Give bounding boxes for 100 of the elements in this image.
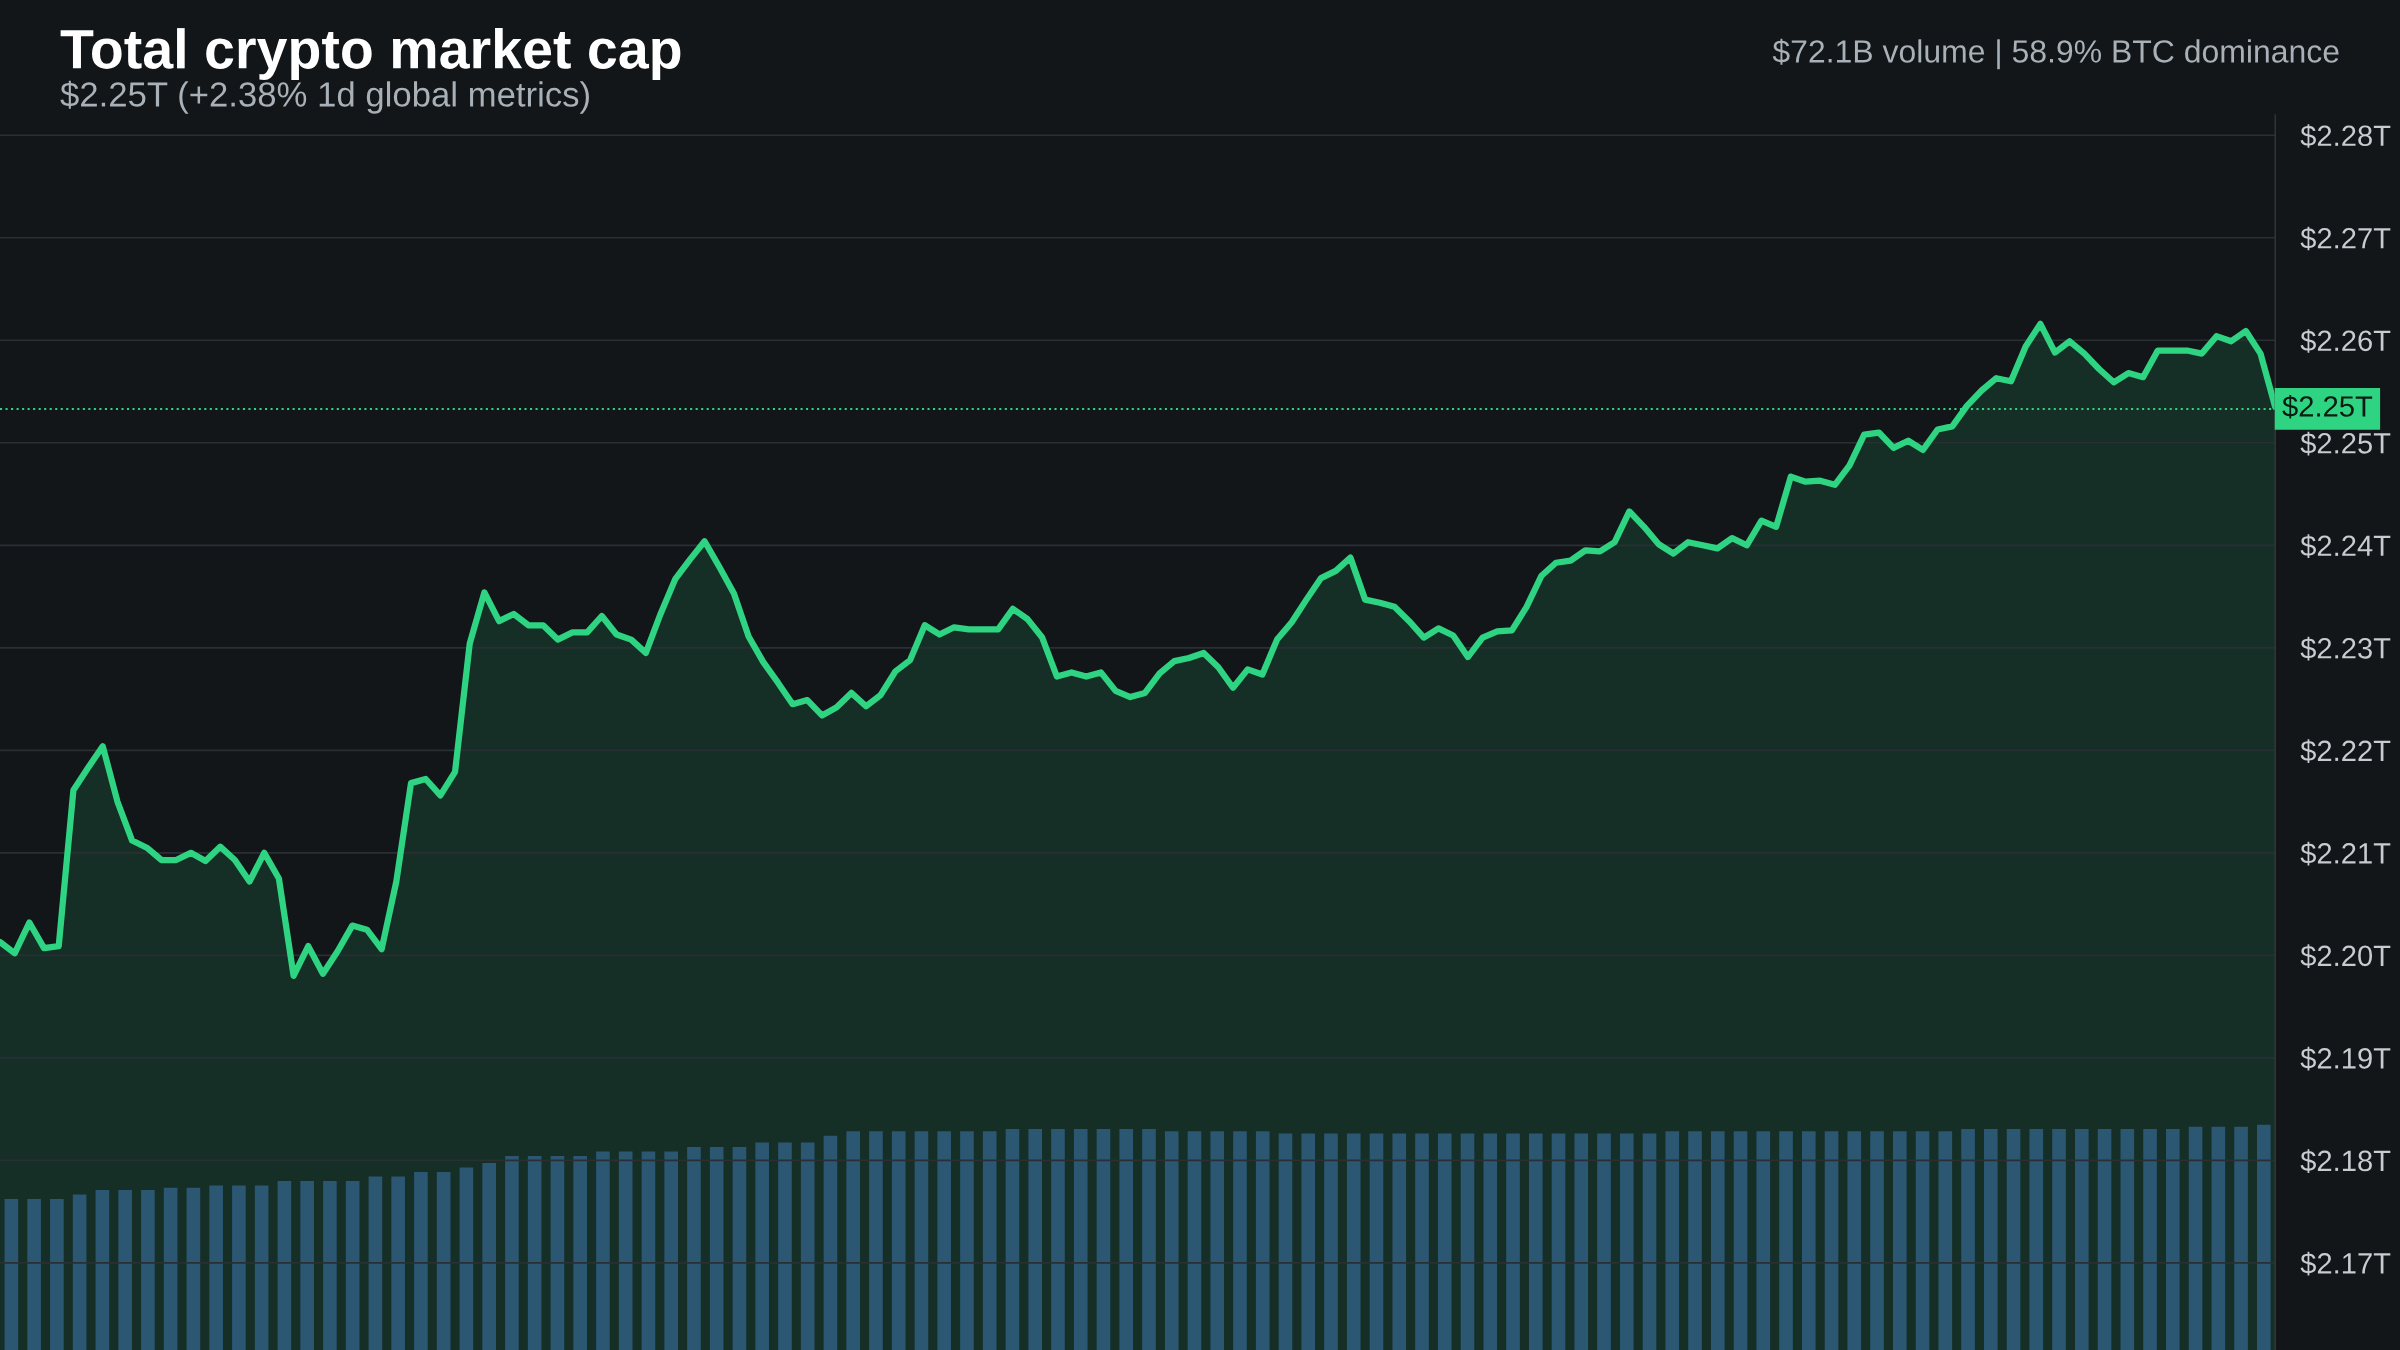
bar [1119, 1129, 1134, 1350]
bar [1187, 1131, 1202, 1350]
bar [823, 1135, 838, 1350]
bar [1324, 1133, 1338, 1350]
bar [1688, 1131, 1702, 1350]
bar [527, 1156, 542, 1350]
bar [1870, 1131, 1884, 1350]
bar [4, 1198, 19, 1350]
bar [1096, 1129, 1111, 1350]
bar [1392, 1133, 1407, 1350]
bar [1665, 1131, 1680, 1350]
bar [1824, 1131, 1839, 1350]
bar [982, 1131, 997, 1350]
bar [573, 1156, 587, 1350]
bar [1619, 1133, 1634, 1350]
chart-subtitle: $2.25T (+2.38% 1d global metrics) [60, 80, 589, 114]
bar [1528, 1133, 1543, 1350]
bar [800, 1142, 815, 1350]
bar [459, 1167, 474, 1350]
bar [1369, 1133, 1384, 1350]
bar [1915, 1131, 1930, 1350]
bar [641, 1151, 656, 1350]
bar [596, 1151, 610, 1350]
bar [277, 1180, 292, 1350]
bar [1710, 1131, 1725, 1350]
bar [2097, 1129, 2112, 1350]
y-tick-label: $2.26T [2300, 329, 2391, 353]
bar [778, 1142, 792, 1350]
bar [687, 1147, 701, 1350]
bar [1210, 1131, 1225, 1350]
bar [186, 1187, 201, 1350]
bar [254, 1185, 269, 1350]
bar [1255, 1131, 1270, 1350]
bar [1938, 1131, 1953, 1350]
bar [391, 1176, 405, 1350]
bar [1164, 1131, 1179, 1350]
bar [1005, 1129, 1020, 1350]
bar [618, 1151, 633, 1350]
ref-line-label: $2.25T [2282, 394, 2373, 419]
bar [1779, 1131, 1793, 1350]
y-tick-label: $2.19T [2300, 1046, 2391, 1071]
bar [2257, 1124, 2271, 1350]
bar [937, 1131, 952, 1350]
bar [2188, 1126, 2203, 1350]
bar [1506, 1133, 1520, 1350]
bar [2074, 1129, 2089, 1350]
bar [118, 1189, 132, 1350]
y-tick-label: $2.25T [2300, 431, 2391, 456]
y-tick-label: $2.17T [2300, 1251, 2391, 1276]
y-tick-label: $2.28T [2300, 124, 2391, 148]
bar [95, 1189, 110, 1350]
y-tick-label: $2.24T [2300, 534, 2391, 558]
bar [891, 1131, 906, 1350]
bar [1233, 1131, 1247, 1350]
y-tick-label: $2.23T [2300, 636, 2391, 661]
bar [1574, 1133, 1589, 1350]
text: $72.1B volume | 58.9% BTC dominance [1772, 38, 2339, 70]
bar [232, 1185, 246, 1350]
bar [1756, 1131, 1771, 1350]
bar [1051, 1129, 1065, 1350]
bar [300, 1180, 314, 1350]
bar [1346, 1133, 1361, 1350]
bar [2143, 1129, 2157, 1350]
bar [1278, 1133, 1293, 1350]
bar [914, 1131, 929, 1350]
y-tick-label: $2.20T [2300, 944, 2391, 968]
bar [1983, 1129, 1998, 1350]
bar [345, 1180, 360, 1350]
bar [50, 1198, 64, 1350]
bar [709, 1147, 724, 1350]
bar [141, 1189, 155, 1350]
bar [2165, 1129, 2180, 1350]
bar [368, 1176, 383, 1350]
y-tick-label: $2.27T [2300, 226, 2391, 251]
bar [1733, 1131, 1748, 1350]
bar [1437, 1133, 1452, 1350]
bar [2234, 1126, 2248, 1350]
bar [209, 1185, 223, 1350]
bar [2006, 1129, 2021, 1350]
bar [1597, 1133, 1611, 1350]
bar [1892, 1131, 1907, 1350]
bar [1642, 1133, 1657, 1350]
bar [2120, 1129, 2135, 1350]
bar [163, 1187, 178, 1350]
bar [732, 1147, 747, 1350]
bar [27, 1198, 41, 1350]
bar [1847, 1131, 1862, 1350]
bar [1460, 1133, 1475, 1350]
bar [1142, 1129, 1156, 1350]
bar [550, 1156, 565, 1350]
bar [482, 1162, 496, 1350]
bar [436, 1171, 451, 1350]
bar [960, 1131, 974, 1350]
bar [323, 1180, 337, 1350]
bar [664, 1151, 679, 1350]
bar [1961, 1129, 1975, 1350]
bar [846, 1131, 861, 1350]
bar [2211, 1126, 2226, 1350]
bar [72, 1194, 87, 1350]
bar [505, 1156, 519, 1350]
